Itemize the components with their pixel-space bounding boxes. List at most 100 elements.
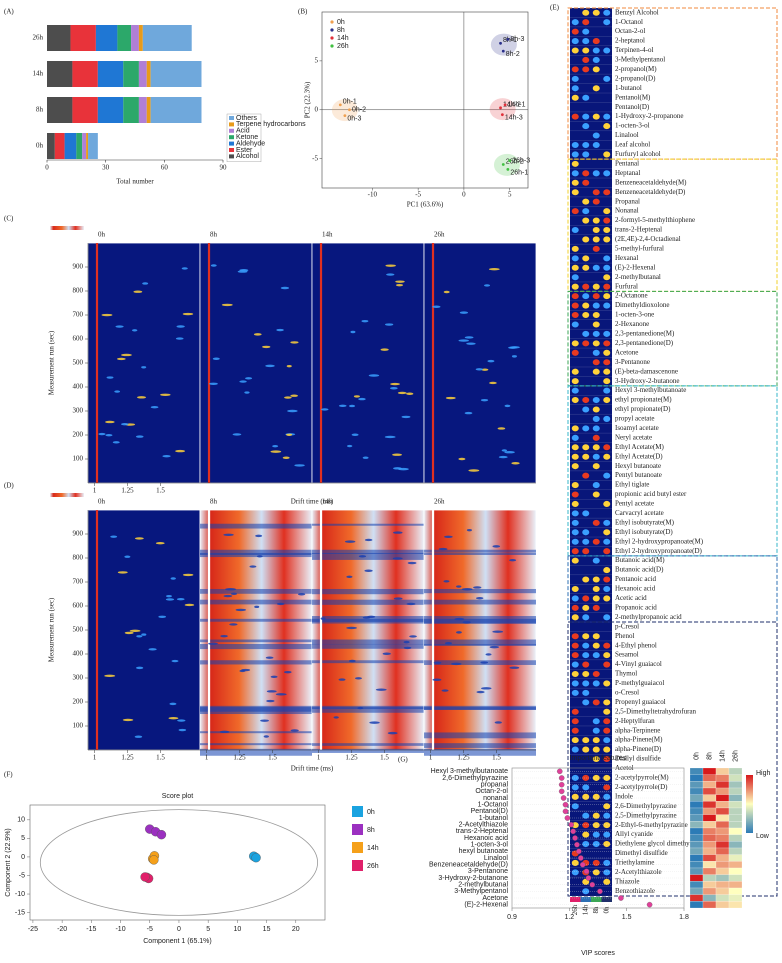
fingerprint-spot bbox=[592, 822, 600, 829]
fingerprint-spot bbox=[603, 699, 611, 706]
compound-label: Octan-2-ol bbox=[615, 27, 645, 35]
fingerprint-spot bbox=[582, 538, 590, 545]
fingerprint-spot bbox=[592, 595, 600, 602]
fingerprint-spot bbox=[582, 311, 590, 319]
spectrum-spot bbox=[171, 659, 179, 663]
legend-label: Aldehyde bbox=[236, 140, 265, 147]
group-box bbox=[567, 290, 778, 387]
fingerprint-spot bbox=[582, 141, 590, 149]
spectrum-spot bbox=[141, 366, 147, 369]
fingerprint-spot bbox=[571, 661, 579, 668]
spectrum-spot bbox=[131, 329, 138, 332]
spectrum-band bbox=[312, 616, 424, 622]
fingerprint-spot bbox=[571, 151, 579, 158]
spectrum-spot bbox=[501, 449, 508, 452]
y-tick-label: 5 bbox=[315, 56, 319, 64]
spectrum-spot bbox=[168, 717, 179, 720]
compound-label: Furfuryl alcohol bbox=[615, 150, 661, 158]
spectrum-band bbox=[424, 639, 536, 645]
fingerprint-spot bbox=[571, 803, 579, 810]
spectrum-spot bbox=[117, 571, 128, 574]
x-tick-label: 1 bbox=[93, 754, 97, 762]
legend-label: 0h bbox=[367, 809, 375, 816]
compound-label: ethyl propionate(D) bbox=[615, 405, 671, 413]
fingerprint-spot bbox=[592, 359, 600, 366]
compound-label: Indole bbox=[615, 792, 633, 800]
fingerprint-spot bbox=[571, 491, 579, 498]
fingerprint-spot bbox=[592, 330, 600, 337]
feature-label: 1-butanol bbox=[479, 815, 509, 822]
compound-label: Carvacryl acetate bbox=[615, 509, 664, 517]
x-tick-label: 1 bbox=[429, 754, 433, 762]
x-tick-label: 1.5 bbox=[622, 914, 632, 921]
spectrum-spot bbox=[275, 693, 287, 696]
y-tick-label: 100 bbox=[73, 455, 84, 463]
compound-label: Butanoic acid(M) bbox=[615, 556, 665, 564]
point bbox=[562, 801, 569, 808]
fingerprint-spot bbox=[592, 642, 600, 649]
spectrum-band bbox=[200, 552, 312, 558]
spectrum-spot bbox=[382, 652, 391, 655]
fingerprint-spot bbox=[603, 387, 611, 394]
fingerprint-spot bbox=[571, 557, 579, 564]
fingerprint-spot bbox=[571, 463, 579, 470]
point-label: 8h-2 bbox=[506, 51, 520, 58]
fingerprint-spot bbox=[582, 737, 590, 744]
spectrum-spot bbox=[351, 433, 359, 436]
point bbox=[618, 895, 624, 901]
spectrum-spot bbox=[481, 368, 489, 371]
heatmap-cell bbox=[689, 887, 704, 895]
x-tick-label: 1.25 bbox=[121, 754, 134, 762]
spectrum-spot bbox=[133, 290, 143, 293]
spectrum-spot bbox=[456, 631, 462, 634]
fingerprint-spot bbox=[571, 737, 579, 744]
point bbox=[579, 861, 586, 868]
compound-label: Hexyl 3-methylbutanoate bbox=[615, 386, 686, 394]
heatmap-cell bbox=[715, 841, 730, 849]
x-axis-label: Drift time (ms) bbox=[291, 498, 334, 506]
fingerprint-spot bbox=[571, 245, 579, 252]
compound-label: 2,3-pentanedione(D) bbox=[615, 339, 674, 347]
group-ellipse bbox=[490, 33, 517, 56]
fingerprint-spot bbox=[582, 406, 590, 413]
spectrum-spot bbox=[498, 455, 508, 459]
spectrum-spot bbox=[397, 467, 409, 471]
fingerprint-spot bbox=[592, 113, 600, 120]
fingerprint-spot bbox=[603, 340, 611, 347]
spectrum-spot bbox=[346, 626, 358, 630]
spectrum-spot bbox=[219, 730, 230, 734]
heatmap-column-label: 14h bbox=[719, 750, 726, 762]
fingerprint-spot bbox=[603, 226, 611, 234]
legend-swatch bbox=[352, 806, 363, 817]
y-tick-label: 900 bbox=[73, 530, 84, 538]
y-axis-label: Component 2 (22.9%) bbox=[5, 828, 12, 896]
fingerprint-spot bbox=[582, 548, 590, 555]
spectrum-spot bbox=[390, 382, 401, 386]
fingerprint-spot bbox=[582, 595, 590, 602]
fingerprint-spot bbox=[603, 208, 611, 215]
compound-label: Propanoic acid bbox=[615, 603, 657, 611]
x-tick-label: -20 bbox=[57, 926, 67, 933]
spectrum-band bbox=[424, 588, 536, 594]
compound-label: Pentanol(D) bbox=[615, 103, 650, 111]
fingerprint-spot bbox=[571, 444, 579, 451]
x-tick-label: 1.2 bbox=[564, 914, 574, 921]
compound-label: alpha-Terpinene bbox=[615, 726, 660, 734]
fingerprint-spot bbox=[571, 633, 579, 640]
fingerprint-spot bbox=[603, 19, 611, 26]
compound-label: 2-Acetylthiazole bbox=[615, 868, 662, 876]
heatmap-cell bbox=[702, 867, 717, 875]
colorbar bbox=[50, 493, 84, 497]
spectrum-spot bbox=[225, 588, 237, 591]
fingerprint-spot bbox=[582, 453, 590, 460]
spectrum-spot bbox=[106, 376, 114, 379]
fingerprint-spot bbox=[592, 755, 600, 763]
y-axis-label: PC2 (22.3%) bbox=[304, 81, 312, 118]
y-tick-label: 800 bbox=[73, 554, 84, 562]
compound-label: Benzyl Alcohol bbox=[615, 8, 659, 16]
legend-label: Terpene hydrocarbons bbox=[236, 121, 306, 128]
fingerprint-spot bbox=[592, 812, 600, 819]
bar-segment bbox=[138, 97, 147, 123]
y-tick-label: 700 bbox=[73, 578, 84, 586]
heatmap-cell bbox=[715, 847, 730, 855]
